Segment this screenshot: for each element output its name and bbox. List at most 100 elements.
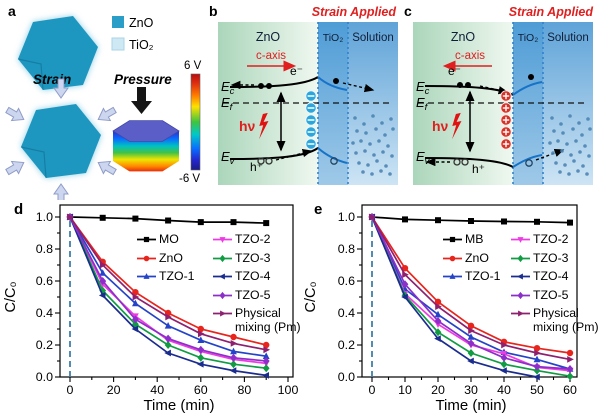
y-axis-label: C/C₀ [303,282,319,313]
plot-frame [361,204,578,378]
series-marker [533,362,541,371]
ec-label: Ec [221,79,235,97]
band-diagram-c: ZnO TiO₂ Solution c-axis Ec Ef Ev e⁻ hν … [413,22,593,185]
series-marker [67,213,74,221]
series-marker [143,273,150,279]
strain-applied-label: Strain Applied [509,5,594,19]
legend-label: TZO-3 [533,250,569,265]
series-marker [132,320,139,329]
legend-marker-icon [213,310,232,317]
legend-marker-icon [213,237,232,243]
series-marker [99,261,107,269]
chart-e: 0 10 20 30 40 50 60 0.0 0.2 0.4 0.6 0.8 1.0 Time (min… [303,204,578,414]
series-marker [99,269,107,276]
legend-label: ZnO [159,250,183,265]
positive-charge-stack [500,90,512,150]
region-zno-label: ZnO [256,30,281,44]
y-tick-label: 0.0 [36,370,53,384]
legend-item-TZO-2: TZO-2 [213,232,301,247]
series-line-TZO-4 [371,216,538,378]
chart-e-legend-col2: TZO-2 TZO-3 TZO-4 TZO-5 Physical mixing (Pm) [511,232,599,334]
panel-a: a ZnO TiO₂ Strain Pressure [5,3,202,200]
y-axis-label: C/C₀ [3,282,19,313]
y-tick-label: 0.4 [338,306,355,320]
series-marker [132,299,139,307]
series-marker [230,360,237,369]
chart-d: 0 20 40 60 80 100 0.0 0.2 0.4 0.6 0.8 1.0 Time (min)… [3,204,298,414]
x-tick-label: 30 [464,383,478,397]
ef-label: Ef [221,95,234,113]
legend-item-TZO-1: TZO-1 [137,270,225,284]
colorbar-top-label: 6 V [184,60,202,72]
series-marker [533,373,540,381]
legend-label: TZO-4 [235,269,271,284]
legend-marker-icon [511,273,530,280]
series-marker [229,367,237,374]
c-axis-label: c-axis [256,50,286,62]
series-marker [132,289,139,296]
series-marker [99,214,106,221]
pressure-label: Pressure [114,72,172,87]
series-marker [449,236,456,243]
legend-label: TZO-2 [533,232,569,246]
pressure-arrow-icon [131,87,152,114]
series-marker [132,315,139,324]
y-tick-label: 1.0 [338,210,355,224]
strain-arrows [5,78,117,200]
x-tick-label: 50 [530,383,544,397]
legend-marker-icon [137,255,156,261]
legend-item-MB: MB [443,232,531,247]
y-tick-label: 0.0 [338,370,355,384]
legend-label: Physical mixing (Pm) [533,306,599,334]
legend-marker-icon [137,236,156,243]
electron-label: e⁻ [448,64,461,78]
legend-item-ZnO: ZnO [137,250,225,266]
series-marker [263,346,270,354]
series-marker [143,255,150,261]
series-marker [369,213,376,221]
series-marker [467,349,475,357]
region-solution-label: Solution [547,32,589,44]
series-marker [263,220,270,227]
lightning-bolt-icon [452,112,462,140]
solution-molecules [548,114,592,176]
legend-label: ZnO [465,250,489,265]
series-marker [230,347,237,355]
ev-label: Ev [221,149,236,167]
x-tick-label: 40 [497,383,511,397]
series-marker [449,255,456,261]
x-axis-label: Time (min) [143,397,214,414]
series-marker [434,298,442,305]
legend-label: MB [465,232,484,246]
legend-marker-icon [443,236,462,243]
series-marker [467,322,475,329]
x-tick-label: 10 [398,383,412,397]
legend-marker-icon [443,255,462,261]
series-marker [99,277,107,285]
lightning-bolt-icon [259,112,269,140]
series-marker [165,217,172,224]
series-marker [262,364,270,373]
series-marker [197,345,205,354]
series-marker [401,265,409,272]
series-marker [534,349,541,357]
legend-marker-icon [511,291,530,299]
panel-a-legend: ZnO TiO₂ [111,16,154,52]
series-marker [132,293,140,301]
series-marker [99,286,107,295]
legend-marker-icon [511,237,530,243]
legend-item-ZnO: ZnO [443,250,531,266]
x-tick-label: 40 [150,383,164,397]
series-marker [164,334,172,343]
series-marker [566,372,574,381]
x-tick-label: 60 [563,383,577,397]
legend-marker-icon [213,254,232,262]
x-axis-label: Time (min) [435,397,506,414]
tio2-legend-label: TiO₂ [129,38,154,52]
y-tick-label: 0.8 [338,242,355,256]
hole-label: h⁺ [472,162,485,176]
series-marker [566,365,574,373]
y-tick-label: 0.8 [36,242,53,256]
series-marker [220,310,226,317]
legend-item-Physical mixing (Pm): Physical mixing (Pm) [511,306,599,334]
